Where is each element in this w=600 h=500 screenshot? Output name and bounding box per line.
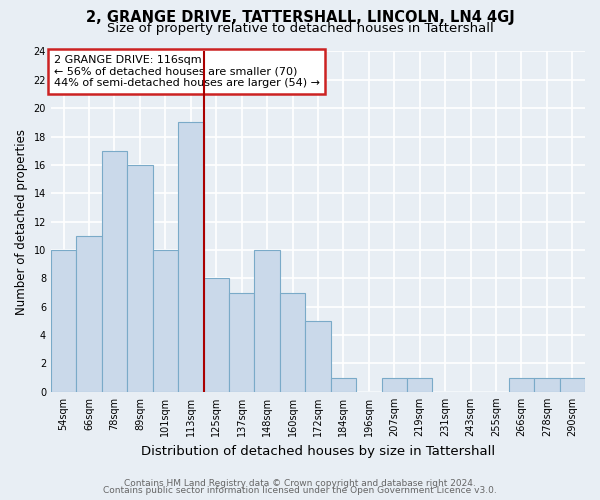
Bar [560, 378, 585, 392]
Bar [152, 250, 178, 392]
Bar [127, 165, 152, 392]
Text: Size of property relative to detached houses in Tattershall: Size of property relative to detached ho… [107, 22, 493, 35]
Bar [280, 292, 305, 392]
Bar [76, 236, 102, 392]
Text: Contains HM Land Registry data © Crown copyright and database right 2024.: Contains HM Land Registry data © Crown c… [124, 478, 476, 488]
Bar [331, 378, 356, 392]
Bar [305, 321, 331, 392]
X-axis label: Distribution of detached houses by size in Tattershall: Distribution of detached houses by size … [141, 444, 495, 458]
Bar [509, 378, 534, 392]
Bar [229, 292, 254, 392]
Text: 2, GRANGE DRIVE, TATTERSHALL, LINCOLN, LN4 4GJ: 2, GRANGE DRIVE, TATTERSHALL, LINCOLN, L… [86, 10, 514, 25]
Text: 2 GRANGE DRIVE: 116sqm
← 56% of detached houses are smaller (70)
44% of semi-det: 2 GRANGE DRIVE: 116sqm ← 56% of detached… [53, 55, 320, 88]
Bar [382, 378, 407, 392]
Text: Contains public sector information licensed under the Open Government Licence v3: Contains public sector information licen… [103, 486, 497, 495]
Bar [51, 250, 76, 392]
Bar [534, 378, 560, 392]
Bar [203, 278, 229, 392]
Bar [178, 122, 203, 392]
Y-axis label: Number of detached properties: Number of detached properties [15, 128, 28, 314]
Bar [407, 378, 433, 392]
Bar [254, 250, 280, 392]
Bar [102, 151, 127, 392]
